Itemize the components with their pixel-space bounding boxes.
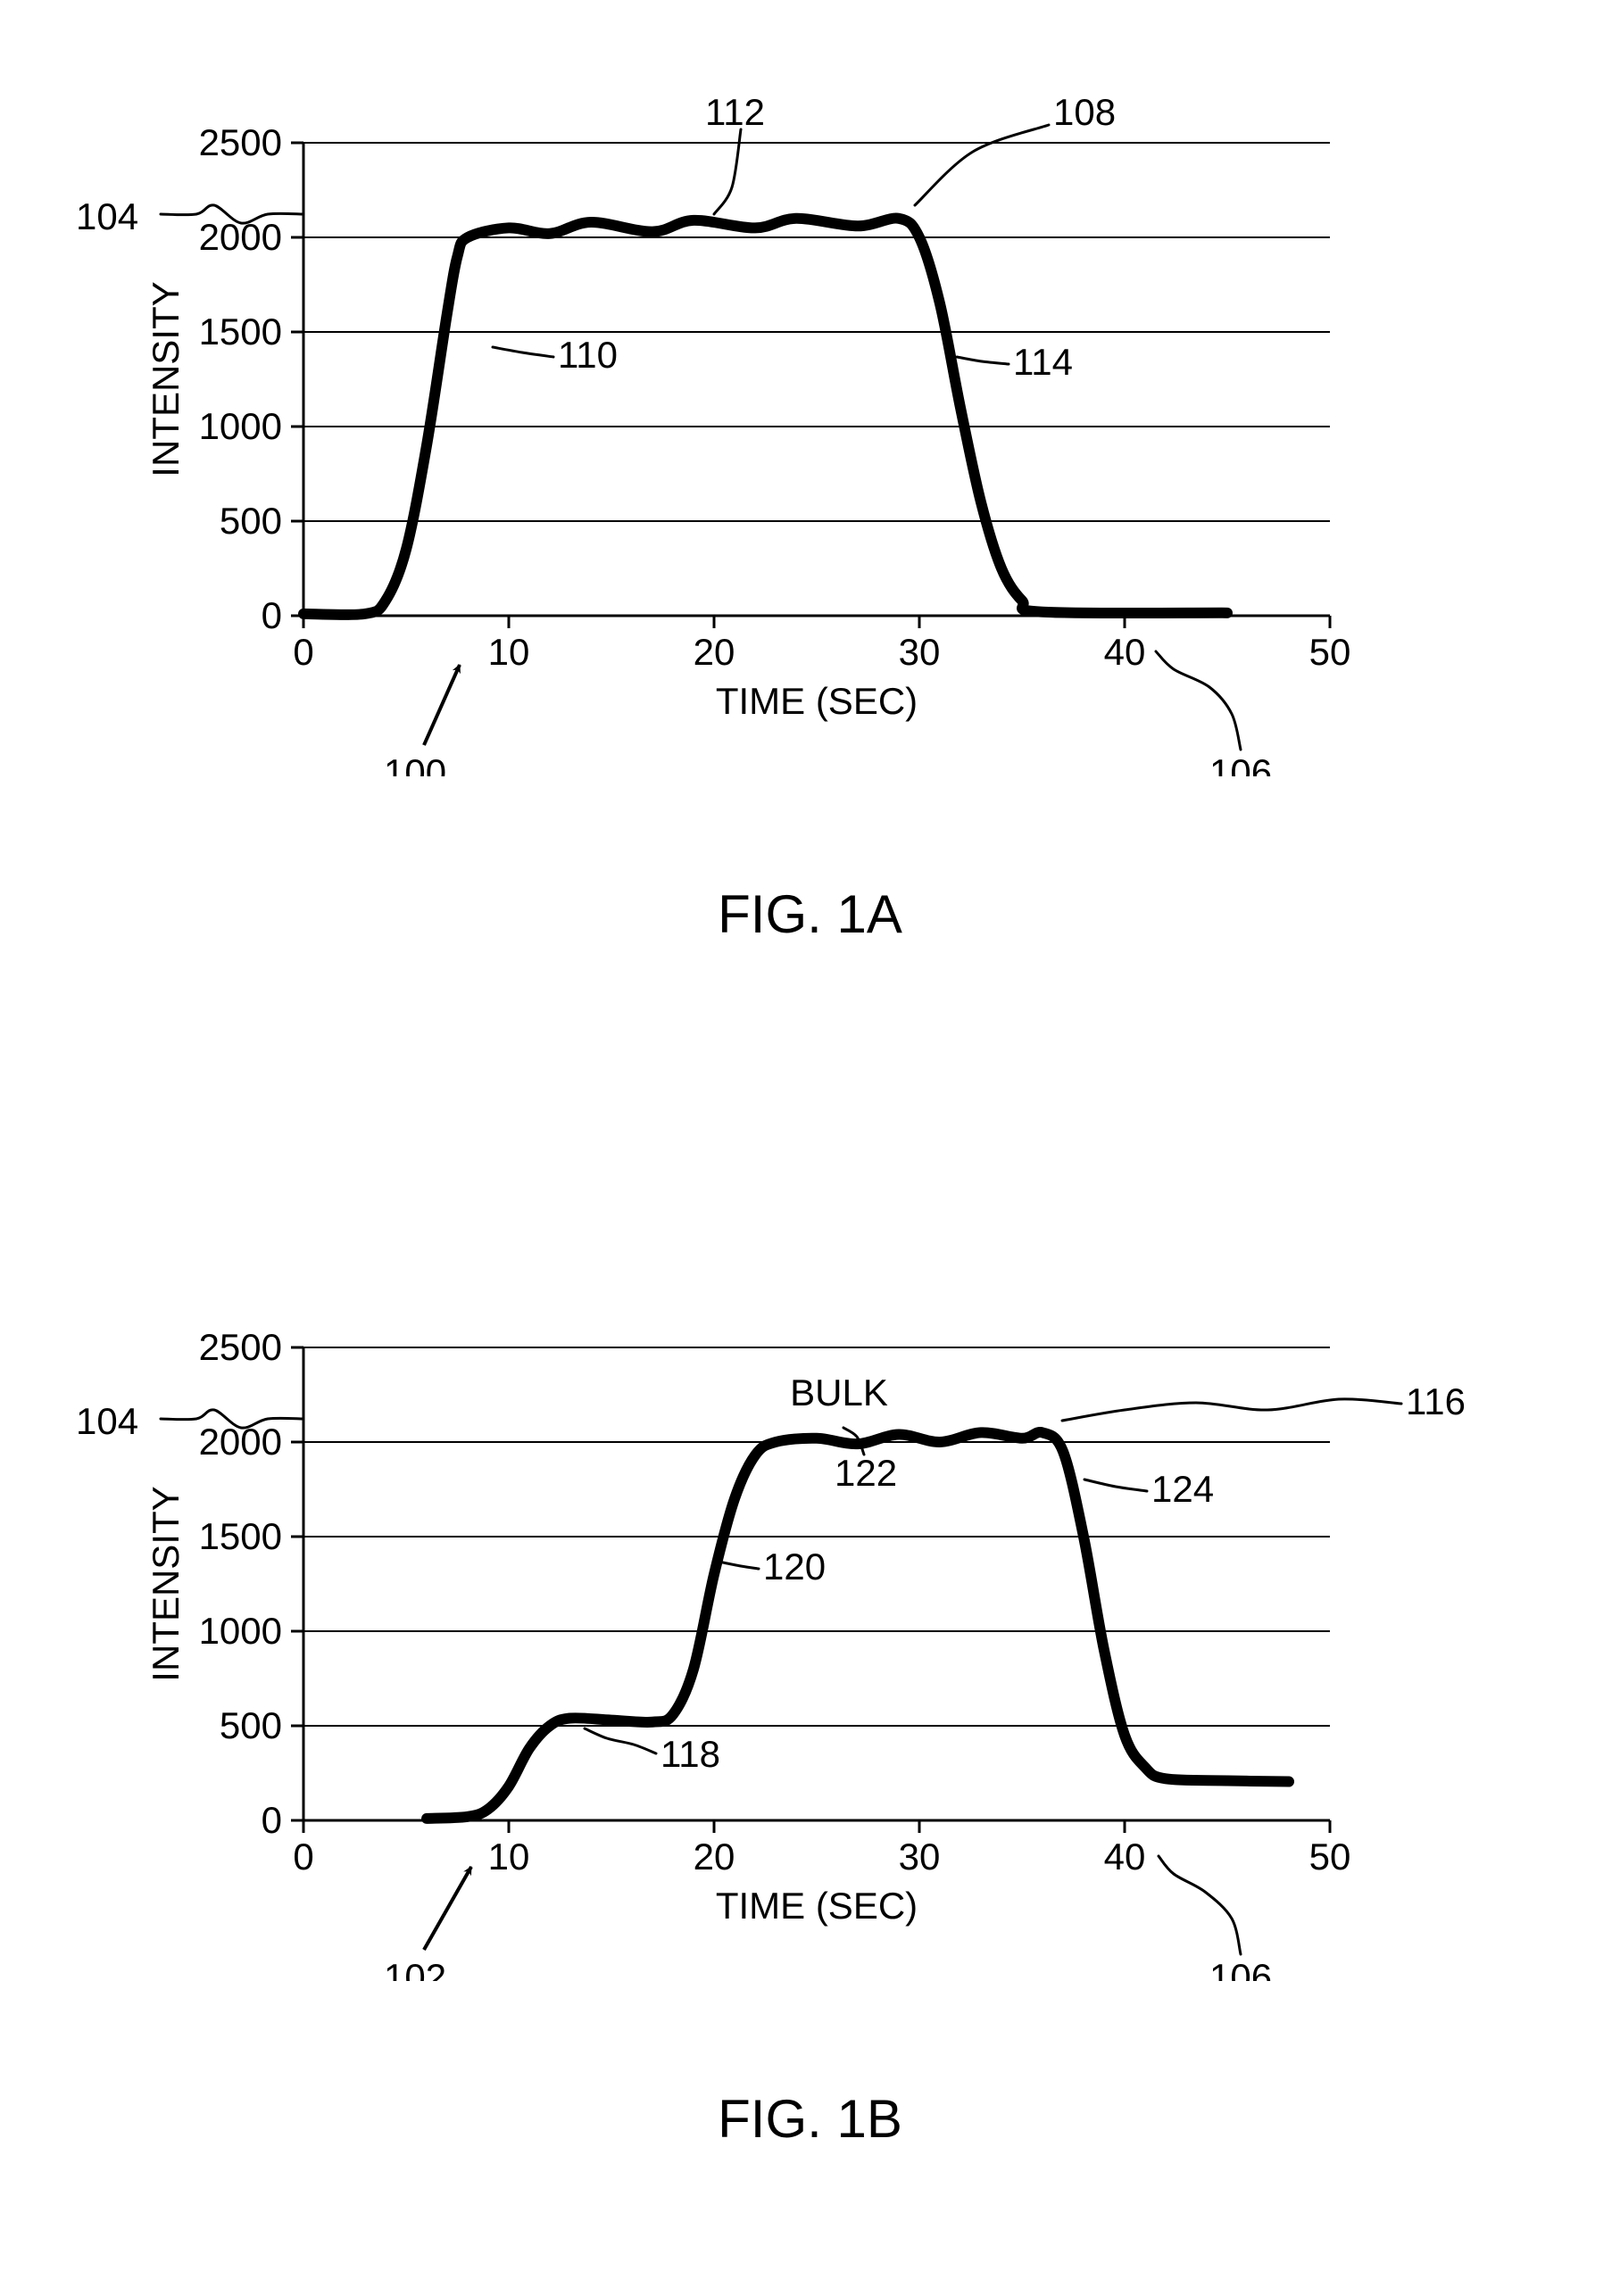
svg-text:106: 106: [1209, 751, 1272, 776]
svg-text:40: 40: [1104, 1836, 1146, 1877]
svg-text:BULK: BULK: [790, 1372, 888, 1413]
svg-text:INTENSITY: INTENSITY: [145, 1486, 187, 1681]
svg-text:104: 104: [76, 1400, 138, 1442]
figure-1a: 0102030405005001000150020002500TIME (SEC…: [36, 80, 1584, 776]
svg-text:124: 124: [1151, 1468, 1214, 1510]
svg-text:50: 50: [1309, 631, 1351, 673]
svg-text:106: 106: [1209, 1956, 1272, 1981]
svg-text:500: 500: [220, 500, 282, 542]
svg-text:2500: 2500: [199, 121, 282, 163]
svg-text:2500: 2500: [199, 1326, 282, 1368]
svg-text:108: 108: [1053, 91, 1116, 133]
svg-text:10: 10: [488, 631, 530, 673]
svg-text:100: 100: [384, 751, 446, 776]
svg-text:104: 104: [76, 195, 138, 237]
svg-text:1500: 1500: [199, 311, 282, 352]
svg-text:500: 500: [220, 1704, 282, 1746]
svg-text:1000: 1000: [199, 405, 282, 447]
svg-text:0: 0: [293, 631, 313, 673]
svg-text:114: 114: [1013, 341, 1073, 383]
svg-text:112: 112: [705, 91, 765, 133]
svg-text:1000: 1000: [199, 1610, 282, 1652]
svg-text:30: 30: [899, 1836, 941, 1877]
svg-text:0: 0: [262, 1799, 282, 1841]
figure-1a-svg: 0102030405005001000150020002500TIME (SEC…: [36, 80, 1584, 776]
svg-text:40: 40: [1104, 631, 1146, 673]
svg-text:118: 118: [660, 1733, 720, 1775]
page: 0102030405005001000150020002500TIME (SEC…: [0, 0, 1620, 2296]
svg-text:20: 20: [694, 1836, 735, 1877]
svg-text:0: 0: [293, 1836, 313, 1877]
figure-1b: 0102030405005001000150020002500TIME (SEC…: [36, 1285, 1584, 1981]
svg-text:30: 30: [899, 631, 941, 673]
svg-text:116: 116: [1406, 1380, 1466, 1422]
svg-text:120: 120: [763, 1546, 826, 1587]
svg-text:50: 50: [1309, 1836, 1351, 1877]
svg-text:INTENSITY: INTENSITY: [145, 281, 187, 477]
svg-text:0: 0: [262, 594, 282, 636]
svg-text:102: 102: [384, 1956, 446, 1981]
svg-text:1500: 1500: [199, 1515, 282, 1557]
svg-text:10: 10: [488, 1836, 530, 1877]
svg-text:122: 122: [835, 1452, 897, 1494]
figure-1b-svg: 0102030405005001000150020002500TIME (SEC…: [36, 1285, 1584, 1981]
svg-text:20: 20: [694, 631, 735, 673]
svg-text:TIME (SEC): TIME (SEC): [716, 1885, 918, 1927]
svg-text:110: 110: [558, 334, 618, 376]
figure-1a-caption: FIG. 1A: [0, 883, 1620, 945]
svg-text:TIME (SEC): TIME (SEC): [716, 680, 918, 722]
figure-1b-caption: FIG. 1B: [0, 2088, 1620, 2150]
